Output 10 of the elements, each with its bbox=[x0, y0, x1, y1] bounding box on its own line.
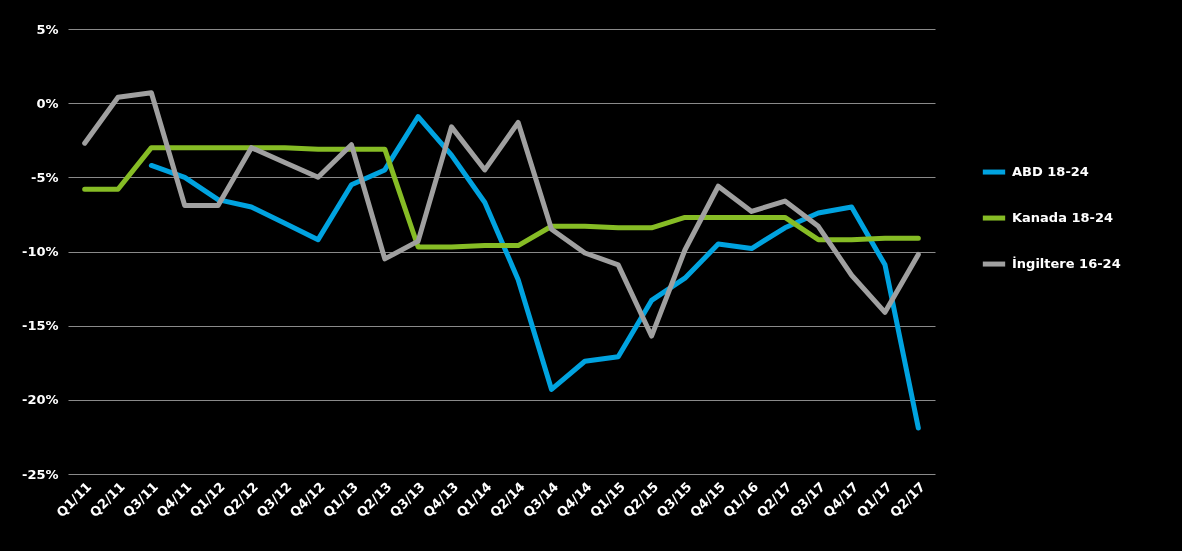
legend-label: ABD 18-24 bbox=[1012, 164, 1089, 180]
y-tick-label: -25% bbox=[21, 466, 59, 482]
y-tick-label: -5% bbox=[31, 169, 59, 185]
y-tick-label: -10% bbox=[21, 244, 59, 259]
y-tick-label: -15% bbox=[21, 318, 59, 334]
y-tick-label: -20% bbox=[21, 392, 59, 408]
y-tick-label: 5% bbox=[36, 21, 59, 37]
legend-label: İngiltere 16-24 bbox=[1012, 256, 1121, 272]
legend-label: Kanada 18-24 bbox=[1012, 210, 1114, 226]
y-tick-label: 0% bbox=[36, 95, 59, 111]
